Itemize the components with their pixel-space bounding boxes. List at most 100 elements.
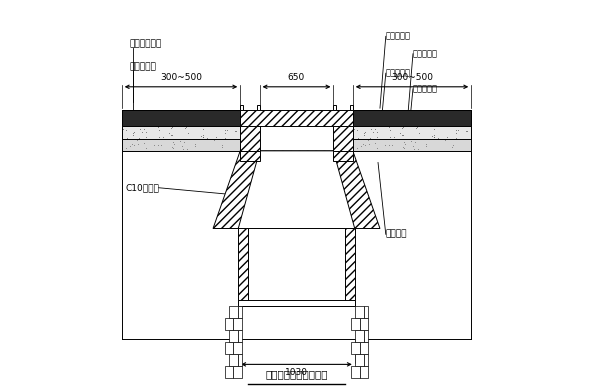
Point xyxy=(365,135,375,141)
Text: C10混凝土: C10混凝土 xyxy=(126,183,160,192)
Point xyxy=(398,124,407,130)
Point xyxy=(153,124,162,130)
Point xyxy=(352,127,362,133)
Point xyxy=(398,143,407,150)
Point xyxy=(154,127,164,133)
Bar xyxy=(229,306,238,318)
Point xyxy=(180,139,189,145)
Bar xyxy=(350,106,353,110)
Point xyxy=(433,135,442,141)
Point xyxy=(129,129,139,135)
Bar xyxy=(240,151,260,161)
Bar xyxy=(234,318,242,330)
Point xyxy=(414,129,423,136)
Point xyxy=(198,132,208,138)
Bar xyxy=(364,306,368,318)
Point xyxy=(397,125,407,131)
Point xyxy=(364,137,373,143)
Point xyxy=(155,134,164,140)
Point xyxy=(384,142,393,148)
Point xyxy=(399,139,409,145)
Point xyxy=(441,137,450,143)
Bar xyxy=(364,330,368,342)
Bar xyxy=(333,151,353,161)
Point xyxy=(231,128,241,135)
Bar xyxy=(122,126,240,139)
Bar xyxy=(355,354,364,366)
Bar xyxy=(240,110,353,126)
Point xyxy=(359,132,369,138)
Point xyxy=(211,134,221,140)
Point xyxy=(407,138,416,144)
Point xyxy=(222,127,232,133)
Bar xyxy=(238,300,355,306)
Point xyxy=(127,130,137,136)
Text: 300~500: 300~500 xyxy=(160,73,202,82)
Bar xyxy=(238,330,242,342)
Text: 沥青混凝土: 沥青混凝土 xyxy=(413,84,438,93)
Point xyxy=(217,143,227,150)
Point xyxy=(221,127,230,134)
Bar xyxy=(351,366,359,378)
Text: 超早发钢纤维: 超早发钢纤维 xyxy=(129,39,162,48)
Point xyxy=(198,126,208,132)
Point xyxy=(229,128,239,135)
Text: 1030: 1030 xyxy=(285,368,308,377)
Bar xyxy=(333,126,353,151)
Point xyxy=(190,140,200,147)
Point xyxy=(442,134,452,140)
Point xyxy=(380,142,390,148)
Point xyxy=(196,133,206,139)
Point xyxy=(218,142,227,148)
Bar xyxy=(355,306,364,318)
Point xyxy=(153,142,162,148)
Point xyxy=(361,129,370,135)
Text: 300~500: 300~500 xyxy=(391,73,433,82)
Point xyxy=(372,128,381,135)
Point xyxy=(141,128,151,135)
Point xyxy=(142,134,151,140)
Bar xyxy=(240,106,243,110)
Text: 道路底面层: 道路底面层 xyxy=(413,49,438,58)
Polygon shape xyxy=(213,151,380,228)
Point xyxy=(365,141,374,147)
Point xyxy=(139,140,149,146)
Point xyxy=(220,130,229,136)
Point xyxy=(359,130,368,136)
Polygon shape xyxy=(238,151,355,228)
Point xyxy=(129,132,138,138)
Point xyxy=(209,137,219,143)
Point xyxy=(429,126,439,132)
Bar xyxy=(229,354,238,366)
Point xyxy=(118,126,127,133)
Point xyxy=(182,146,192,152)
Point xyxy=(451,127,461,134)
Bar xyxy=(225,342,234,354)
Bar xyxy=(351,342,359,354)
Point xyxy=(168,139,177,145)
Point xyxy=(411,124,420,131)
Bar xyxy=(234,366,242,378)
Point xyxy=(454,127,463,133)
Point xyxy=(387,142,397,149)
Point xyxy=(199,134,208,140)
Point xyxy=(169,141,178,147)
Point xyxy=(199,134,208,140)
Point xyxy=(360,142,369,148)
Point xyxy=(176,138,185,144)
Bar xyxy=(353,139,471,151)
Point xyxy=(157,142,166,149)
Point xyxy=(353,135,363,141)
Bar xyxy=(359,342,368,354)
Point xyxy=(167,132,176,138)
Point xyxy=(129,142,139,148)
Bar xyxy=(257,106,260,110)
Bar xyxy=(248,228,345,306)
Bar xyxy=(355,330,364,342)
Point xyxy=(202,135,212,141)
Point xyxy=(451,135,461,141)
Point xyxy=(412,124,421,131)
Bar xyxy=(359,318,368,330)
Point xyxy=(430,134,439,140)
Point xyxy=(449,142,458,148)
